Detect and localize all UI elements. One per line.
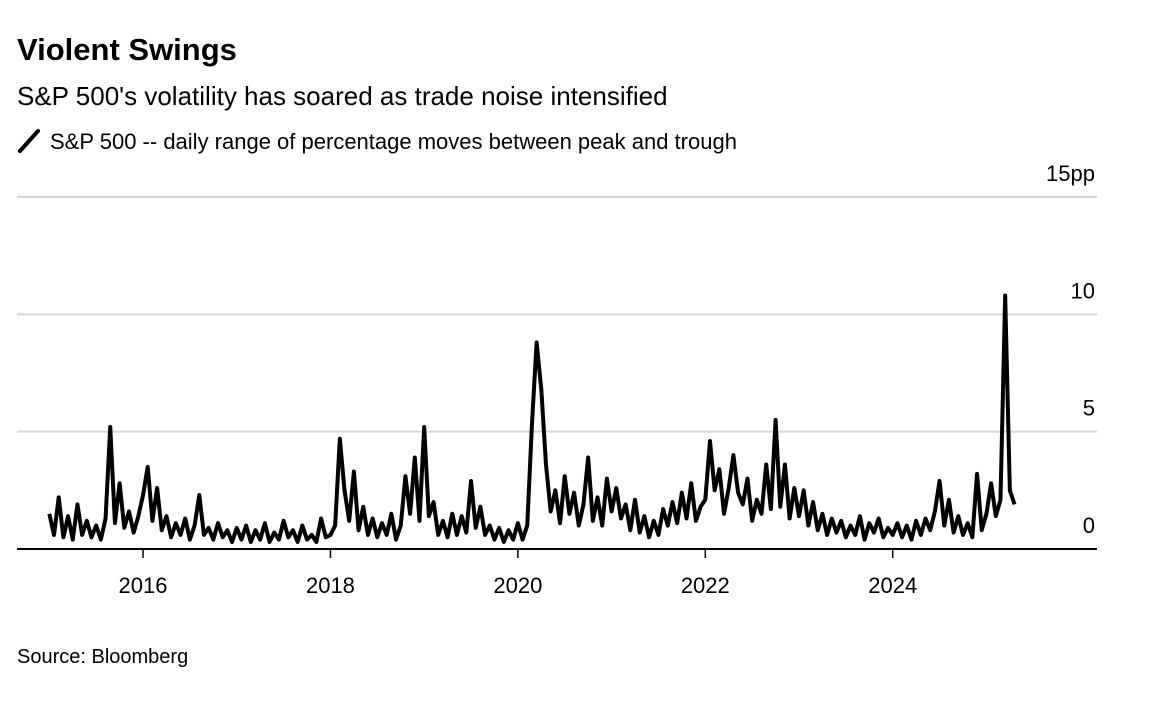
y-tick-label: 5 xyxy=(1083,396,1095,421)
line-series xyxy=(47,293,1017,544)
source: Source: Bloomberg xyxy=(17,646,188,668)
legend-label: S&P 500 -- daily range of percentage mov… xyxy=(50,129,737,154)
x-tick-label: 2020 xyxy=(493,573,542,598)
x-tick-label: 2022 xyxy=(681,573,730,598)
x-tick-label: 2016 xyxy=(119,573,168,598)
legend-swatch xyxy=(18,129,40,153)
x-tick-label: 2018 xyxy=(306,573,355,598)
y-tick-label: 10 xyxy=(1071,278,1095,303)
x-tick-label: 2024 xyxy=(868,573,917,598)
y-tick-label: 0 xyxy=(1083,513,1095,538)
y-tick-label: 15pp xyxy=(1046,161,1095,186)
chart-title: Violent Swings xyxy=(17,32,237,67)
chart-subtitle: S&P 500's volatility has soared as trade… xyxy=(17,81,668,111)
